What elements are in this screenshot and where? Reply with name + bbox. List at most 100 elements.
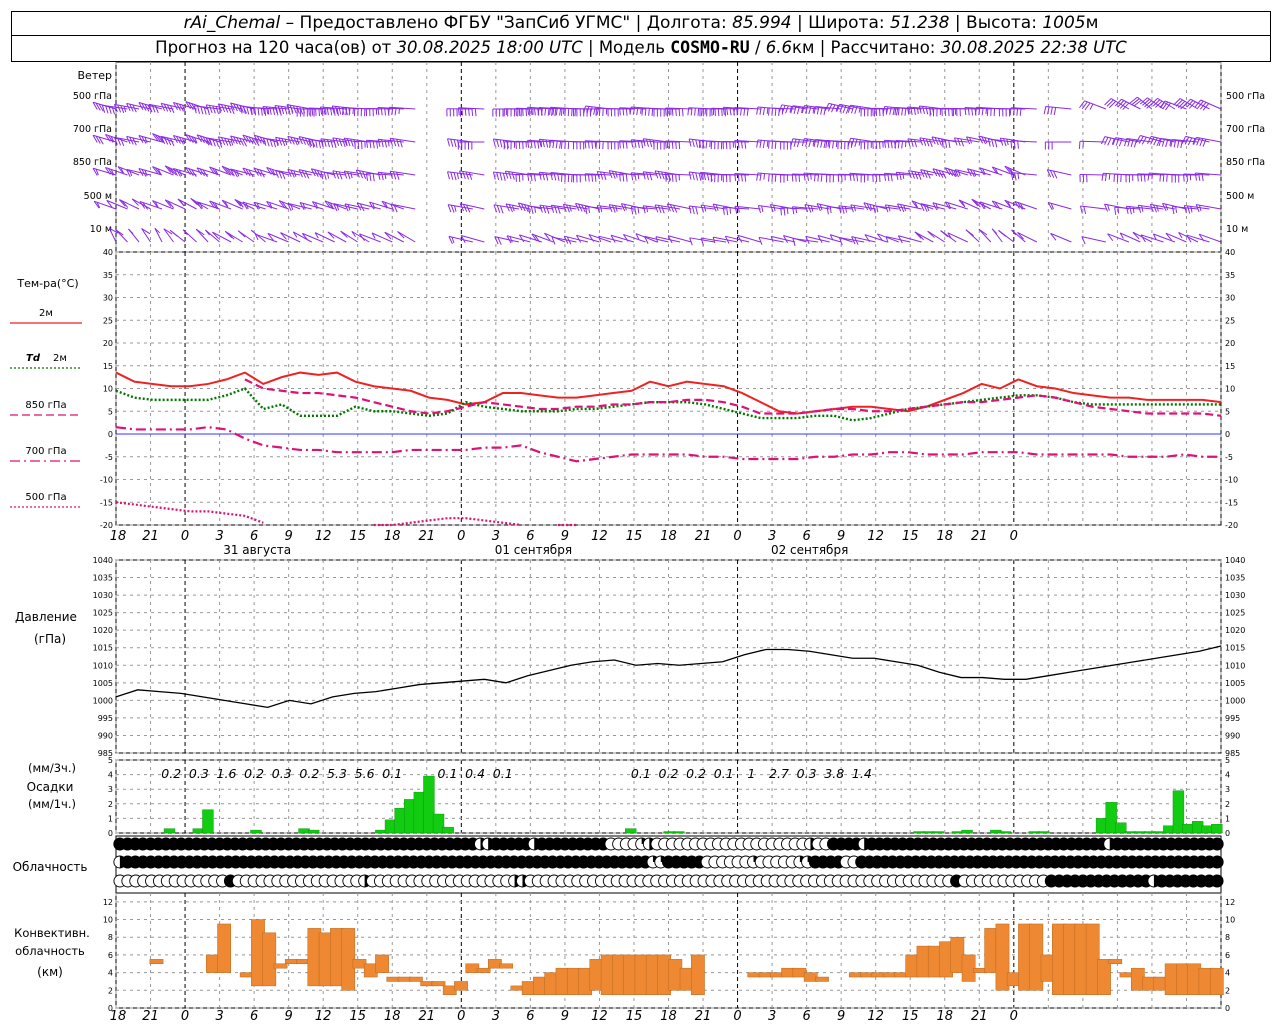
wind-barb-feather xyxy=(509,236,513,243)
wind-barb-feather xyxy=(152,166,159,174)
wind-barb-feather xyxy=(737,206,740,213)
wind-barb xyxy=(906,106,934,116)
precip-3h-label: 2.7 xyxy=(769,766,789,781)
wind-barb-feather xyxy=(518,234,525,243)
wind-barb xyxy=(185,167,209,177)
wind-barb-feather xyxy=(298,136,303,145)
wind-barb xyxy=(538,171,565,181)
convective-xtick-label: 9 xyxy=(837,1009,845,1024)
precip-bar xyxy=(673,831,685,834)
pressure-ytick-label-left: 1025 xyxy=(93,609,113,618)
precip-ytick-label-left: 5 xyxy=(108,756,113,765)
convective-xtick-label: 0 xyxy=(733,1009,741,1024)
wind-barb-staff xyxy=(1050,232,1072,243)
wind-barb xyxy=(1046,169,1072,179)
wind-barb-feather xyxy=(1017,202,1023,210)
wind-barb-feather xyxy=(237,230,246,238)
wind-barb-feather xyxy=(853,205,857,212)
wind-barb-feather xyxy=(362,171,367,179)
precip-3h-label: 0.1 xyxy=(714,766,734,781)
wind-level-label-right: 700 гПа xyxy=(1226,124,1265,135)
wind-barb-feather xyxy=(883,140,887,148)
wind-barb-feather xyxy=(271,169,276,176)
wind-barb-staff xyxy=(138,102,163,110)
wind-barb-feather xyxy=(982,168,986,175)
wind-barb-feather xyxy=(1199,205,1202,212)
wind-barb-feather xyxy=(895,107,899,116)
wind-barb-feather xyxy=(527,140,530,148)
cloud-full xyxy=(1210,837,1224,851)
wind-barb-feather xyxy=(284,139,288,146)
wind-barb-feather xyxy=(381,200,388,209)
wind-barb-feather xyxy=(138,102,144,110)
wind-barb xyxy=(575,202,600,213)
wind-barb-feather xyxy=(233,169,238,178)
wind-barb-feather xyxy=(759,107,762,115)
wind-barb-feather xyxy=(829,206,832,214)
wind-barb-feather xyxy=(849,173,852,181)
wind-barb-feather xyxy=(496,139,500,148)
wind-level-label-right: 850 гПа xyxy=(1226,157,1265,168)
wind-barb-feather xyxy=(1019,108,1022,116)
wind-barb-feather xyxy=(157,168,162,175)
wind-barb-feather xyxy=(1137,205,1142,213)
wind-barb xyxy=(864,234,888,243)
wind-barb-staff xyxy=(206,104,232,110)
wind-barb-feather xyxy=(589,106,593,115)
wind-barb-staff xyxy=(564,235,589,243)
wind-barb xyxy=(805,235,830,244)
lon-label: Долгота: xyxy=(646,13,727,33)
wind-barb-staff xyxy=(1162,202,1187,210)
wind-barb-feather xyxy=(991,200,998,209)
temp-ytick-label-left: 15 xyxy=(103,362,113,371)
wind-barb-feather xyxy=(1050,107,1053,115)
wind-barb-feather xyxy=(587,173,590,182)
wind-barb xyxy=(792,238,819,247)
pressure-ytick-label-left: 1010 xyxy=(93,661,113,670)
wind-barb xyxy=(1159,100,1187,111)
wind-barb-feather xyxy=(313,169,319,178)
wind-barb-feather xyxy=(1050,233,1057,241)
wind-barb-feather xyxy=(246,106,250,115)
precip-ytick-label-left: 1 xyxy=(108,814,113,823)
wind-barb-feather xyxy=(1175,99,1183,107)
wind-barb-staff xyxy=(1164,100,1187,110)
wind-barb-staff xyxy=(461,235,485,243)
wind-barb-feather xyxy=(356,202,362,211)
pressure-ytick-label-left: 1040 xyxy=(93,556,113,565)
wind-level-label-left: 850 гПа xyxy=(73,157,112,168)
wind-barb-feather xyxy=(126,169,131,177)
precip-ytick-label-left: 0 xyxy=(108,829,113,838)
wind-barb-feather xyxy=(669,204,675,213)
wind-barb-feather xyxy=(908,170,912,179)
wind-barb-feather xyxy=(551,236,556,245)
resolution-unit: км xyxy=(792,38,815,57)
wind-barb-feather xyxy=(801,105,805,114)
wind-barb-feather xyxy=(695,139,699,148)
wind-barb-feather xyxy=(584,173,587,182)
wind-barb-feather xyxy=(836,104,841,112)
wind-barb-feather xyxy=(335,138,340,146)
wind-barb-feather xyxy=(199,168,205,177)
wind-barb-feather xyxy=(596,205,600,214)
wind-barb-staff xyxy=(1120,232,1141,243)
wind-barb-feather xyxy=(450,139,454,147)
wind-barb-feather xyxy=(991,228,998,234)
wind-barb-feather xyxy=(957,138,961,146)
wind-barb-feather xyxy=(556,173,560,181)
wind-barb-feather xyxy=(991,139,995,148)
wind-barb xyxy=(537,107,565,117)
wind-barb-feather xyxy=(506,235,512,244)
wind-barb-feather xyxy=(835,105,839,112)
wind-barb-feather xyxy=(520,203,526,212)
wind-barb-feather xyxy=(365,173,369,181)
wind-barb xyxy=(944,201,968,210)
wind-barb-feather xyxy=(791,173,794,182)
wind-barb-feather xyxy=(181,137,186,145)
wind-barb-feather xyxy=(587,140,590,149)
wind-barb-feather xyxy=(1017,141,1019,149)
wind-barb-feather xyxy=(1169,139,1172,146)
wind-barb-feather xyxy=(1147,172,1150,181)
wind-barb xyxy=(979,167,1003,176)
wind-barb-feather xyxy=(630,139,634,148)
